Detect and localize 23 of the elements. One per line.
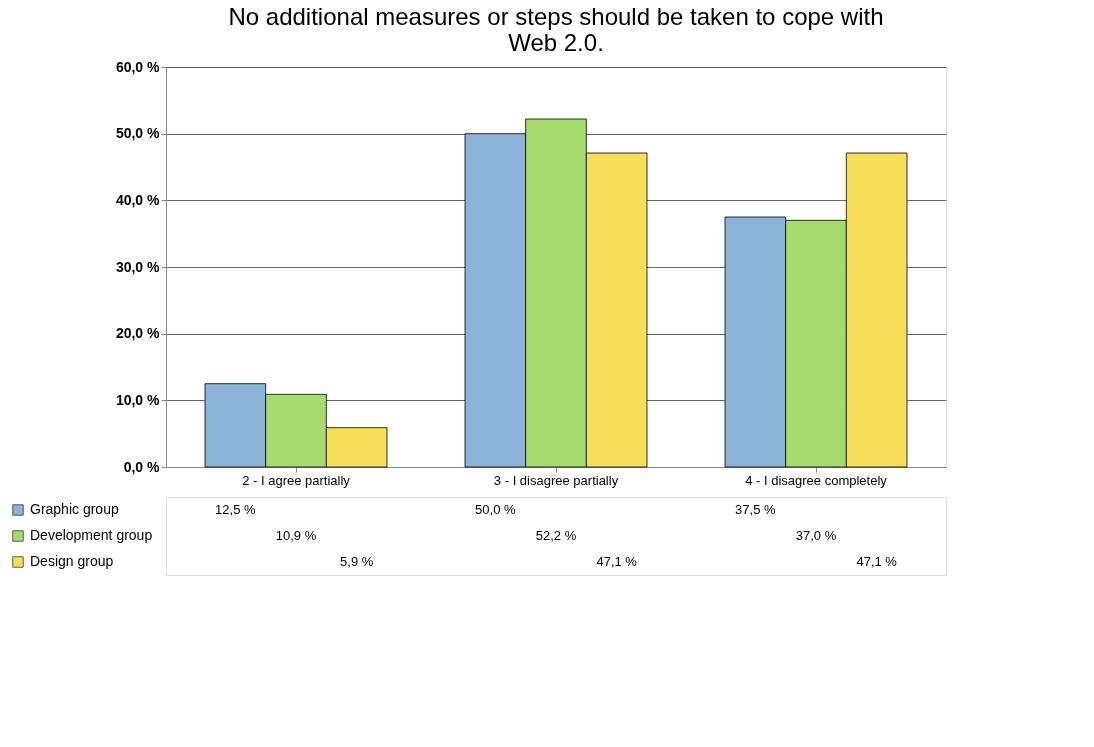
x-tick-label: 2 - I agree partially bbox=[242, 472, 351, 488]
y-tick-label: 20,0 % bbox=[115, 325, 161, 342]
y-tick-label: 0,0 % bbox=[123, 458, 161, 475]
legend-label: Graphic group bbox=[30, 501, 119, 517]
data-label: 47,1 % bbox=[596, 554, 638, 569]
data-label: 5,9 % bbox=[340, 554, 374, 569]
legend-label: Design group bbox=[30, 553, 114, 569]
y-tick-label: 30,0 % bbox=[115, 258, 161, 275]
data-label: 50,0 % bbox=[475, 502, 516, 517]
data-label: 12,5 % bbox=[215, 502, 256, 517]
y-tick-label: 40,0 % bbox=[115, 191, 161, 208]
legend-label: Development group bbox=[30, 527, 153, 543]
data-label: 52,2 % bbox=[535, 528, 577, 543]
chart-title: No additional measures or steps should be taken to cope with Web 2.0. bbox=[228, 3, 884, 56]
y-tick-label: 50,0 % bbox=[115, 125, 161, 142]
x-tick-label: 3 - I disagree partially bbox=[493, 472, 619, 488]
x-tick-label: 4 - I disagree completely bbox=[745, 472, 888, 488]
data-label: 10,9 % bbox=[275, 528, 317, 543]
data-label: 47,1 % bbox=[856, 554, 898, 569]
data-label: 37,5 % bbox=[735, 502, 776, 517]
y-tick-label: 60,0 % bbox=[115, 58, 161, 75]
y-tick-label: 10,0 % bbox=[115, 391, 161, 408]
data-label: 37,0 % bbox=[795, 528, 837, 543]
